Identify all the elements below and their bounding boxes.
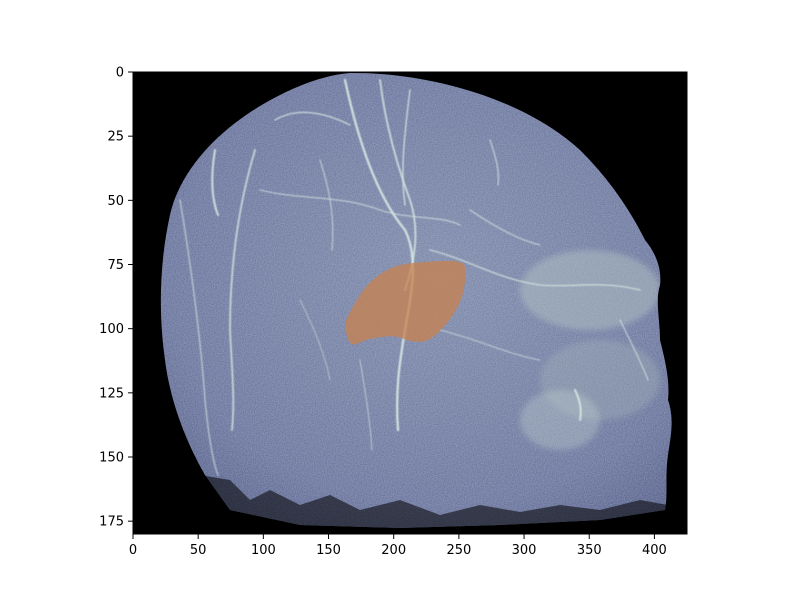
y-tick-label: 175 <box>99 515 124 530</box>
x-tick-label: 200 <box>381 543 406 558</box>
x-axis: 0 50 100 150 200 250 300 350 400 <box>129 534 667 558</box>
x-tick-label: 100 <box>251 543 276 558</box>
y-tick-label: 150 <box>99 451 124 466</box>
y-tick-label: 25 <box>107 130 124 145</box>
x-tick-label: 0 <box>129 543 137 558</box>
y-tick-label: 125 <box>99 386 124 401</box>
vessel-network <box>179 78 649 476</box>
y-tick-label: 100 <box>99 322 124 337</box>
x-tick-label: 350 <box>577 543 602 558</box>
x-tick-label: 50 <box>190 543 207 558</box>
y-axis: 0 25 50 75 100 125 150 175 <box>99 66 133 530</box>
axes-frame <box>132 71 688 535</box>
overlay-region <box>345 260 466 345</box>
y-tick-label: 0 <box>116 66 124 81</box>
x-tick-label: 250 <box>446 543 471 558</box>
x-tick-label: 300 <box>512 543 537 558</box>
y-tick-label: 75 <box>107 258 124 273</box>
x-tick-label: 150 <box>316 543 341 558</box>
y-tick-label: 50 <box>107 194 124 209</box>
x-tick-label: 400 <box>642 543 667 558</box>
